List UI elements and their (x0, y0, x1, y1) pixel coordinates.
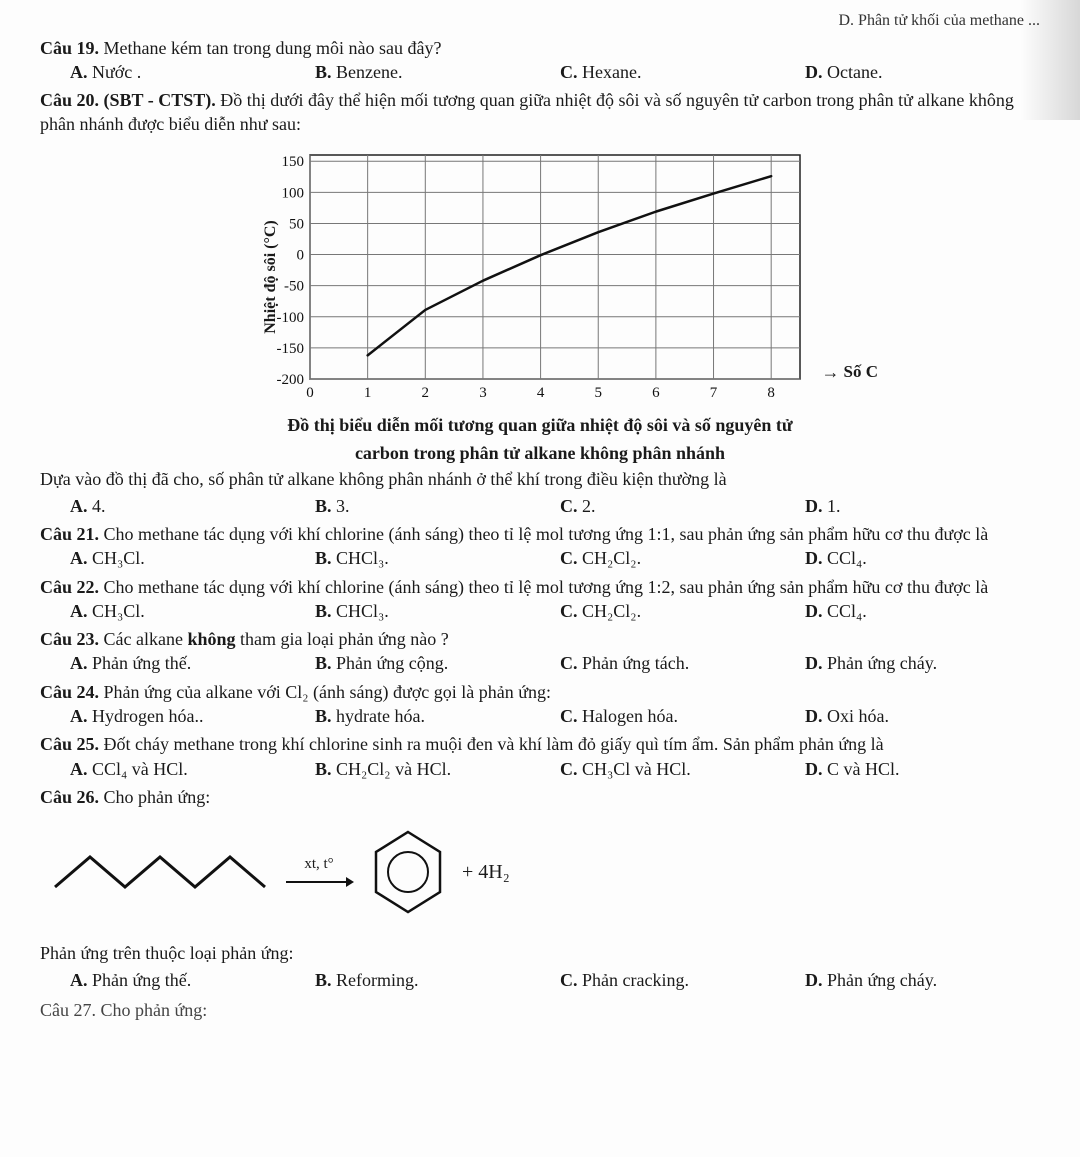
q20: Câu 20. (SBT - CTST). Đồ thị dưới đây th… (40, 88, 1040, 518)
svg-text:-150: -150 (277, 341, 305, 357)
page-shadow (1020, 0, 1080, 120)
q21-opt-a: A. CH₃Cl. (70, 546, 305, 570)
q22-options: A. CH₃Cl. B. CHCl₃. C. CH₂Cl₂. D. CCl₄. (70, 599, 1040, 623)
reaction-scheme: xt, t° + 4H₂ (50, 827, 1040, 917)
q20-follow: Dựa vào đồ thị đã cho, số phân tử alkane… (40, 467, 1040, 491)
q19-opt-a: A. Nước . (70, 60, 305, 84)
q20-opt-d: D. 1. (805, 494, 1040, 518)
q23-opt-d: D. Phản ứng cháy. (805, 651, 1040, 675)
q25-number: Câu 25. (40, 734, 99, 754)
svg-text:0: 0 (306, 385, 314, 401)
svg-text:8: 8 (767, 385, 775, 401)
q19-stem: Methane kém tan trong dung môi nào sau đ… (104, 38, 442, 58)
q24-opt-b: B. hydrate hóa. (315, 704, 550, 728)
q21-options: A. CH₃Cl. B. CHCl₃. C. CH₂Cl₂. D. CCl₄. (70, 546, 1040, 570)
q24-number: Câu 24. (40, 682, 99, 702)
chart-y-title: Nhiệt độ sôi (°C) (260, 220, 282, 334)
q26-opt-a: A. Phản ứng thế. (70, 968, 305, 992)
q21: Câu 21. Cho methane tác dụng với khí chl… (40, 522, 1040, 571)
q21-opt-b: B. CHCl₃. (315, 546, 550, 570)
boiling-point-chart: Nhiệt độ sôi (°C) -200-150-100-500501001… (260, 147, 820, 407)
q20-opt-c: C. 2. (560, 494, 795, 518)
q23: Câu 23. Các alkane không tham gia loại p… (40, 627, 1040, 676)
reaction-arrow: xt, t° (284, 854, 354, 890)
q24-opt-a: A. Hydrogen hóa.. (70, 704, 305, 728)
q19-opt-d: D. Octane. (805, 60, 1040, 84)
svg-text:50: 50 (289, 216, 304, 232)
q21-opt-d: D. CCl₄. (805, 546, 1040, 570)
q24-opt-d: D. Oxi hóa. (805, 704, 1040, 728)
exam-page: { "header_right": "D. Phân tử khối của m… (0, 0, 1080, 1157)
q26: Câu 26. Cho phản ứng: xt, t° + 4H₂ Phản … (40, 785, 1040, 992)
q22-opt-a: A. CH₃Cl. (70, 599, 305, 623)
svg-text:0: 0 (297, 247, 305, 263)
q26-number: Câu 26. (40, 787, 99, 807)
q20-opt-a: A. 4. (70, 494, 305, 518)
svg-text:1: 1 (364, 385, 372, 401)
q25-options: A. CCl₄ và HCl. B. CH₂Cl₂ và HCl. C. CH₃… (70, 757, 1040, 781)
chart-svg: -200-150-100-50050100150012345678 (260, 147, 820, 407)
chart-caption-line2: carbon trong phân tử alkane không phân n… (40, 441, 1040, 465)
q23-opt-b: B. Phản ứng cộng. (315, 651, 550, 675)
reaction-condition: xt, t° (304, 854, 333, 874)
q21-stem: Cho methane tác dụng với khí chlorine (á… (104, 524, 989, 544)
q25-stem: Đốt cháy methane trong khí chlorine sinh… (104, 734, 884, 754)
q22-opt-c: C. CH₂Cl₂. (560, 599, 795, 623)
benzene-ring-icon (368, 827, 448, 917)
q24: Câu 24. Phản ứng của alkane với Cl₂ (ánh… (40, 680, 1040, 729)
q26-opt-d: D. Phản ứng cháy. (805, 968, 1040, 992)
q19-opt-b: B. Benzene. (315, 60, 550, 84)
q26-stem: Cho phản ứng: (104, 787, 211, 807)
svg-text:5: 5 (594, 385, 602, 401)
q25-opt-c: C. CH₃Cl và HCl. (560, 757, 795, 781)
q20-options: A. 4. B. 3. C. 2. D. 1. (70, 494, 1040, 518)
svg-text:3: 3 (479, 385, 487, 401)
svg-text:-50: -50 (284, 278, 304, 294)
chart-caption-line1: Đồ thị biểu diễn mối tương quan giữa nhi… (40, 413, 1040, 437)
q19: Câu 19. Methane kém tan trong dung môi n… (40, 36, 1040, 85)
svg-text:100: 100 (282, 185, 305, 201)
q23-stem: Các alkane không tham gia loại phản ứng … (104, 629, 449, 649)
q24-options: A. Hydrogen hóa.. B. hydrate hóa. C. Hal… (70, 704, 1040, 728)
chart-x-title-text: Số C (844, 361, 878, 384)
footer-fragment: Câu 27. Cho phản ứng: (40, 998, 1040, 1022)
q24-stem: Phản ứng của alkane với Cl₂ (ánh sáng) đ… (104, 682, 551, 702)
svg-text:4: 4 (537, 385, 545, 401)
svg-text:150: 150 (282, 154, 305, 170)
q25: Câu 25. Đốt cháy methane trong khí chlor… (40, 732, 1040, 781)
q24-opt-c: C. Halogen hóa. (560, 704, 795, 728)
q19-number: Câu 19. (40, 38, 99, 58)
q21-opt-c: C. CH₂Cl₂. (560, 546, 795, 570)
q25-opt-b: B. CH₂Cl₂ và HCl. (315, 757, 550, 781)
svg-text:6: 6 (652, 385, 660, 401)
q22-opt-b: B. CHCl₃. (315, 599, 550, 623)
q20-number: Câu 20. (SBT - CTST). (40, 90, 216, 110)
chart-x-title: → Số C (822, 360, 878, 384)
arrow-right-icon: → (822, 360, 840, 384)
hexane-zigzag-icon (50, 847, 270, 897)
q26-opt-c: C. Phản cracking. (560, 968, 795, 992)
q19-options: A. Nước . B. Benzene. C. Hexane. D. Octa… (70, 60, 1040, 84)
q22: Câu 22. Cho methane tác dụng với khí chl… (40, 575, 1040, 624)
svg-text:2: 2 (422, 385, 430, 401)
q23-options: A. Phản ứng thế. B. Phản ứng cộng. C. Ph… (70, 651, 1040, 675)
q23-opt-a: A. Phản ứng thế. (70, 651, 305, 675)
q22-number: Câu 22. (40, 577, 99, 597)
q25-opt-a: A. CCl₄ và HCl. (70, 757, 305, 781)
reaction-product-tail: + 4H₂ (462, 859, 510, 886)
q19-opt-c: C. Hexane. (560, 60, 795, 84)
q21-number: Câu 21. (40, 524, 99, 544)
q25-opt-d: D. C và HCl. (805, 757, 1040, 781)
q26-follow: Phản ứng trên thuộc loại phản ứng: (40, 941, 1040, 965)
svg-text:-200: -200 (277, 372, 305, 388)
q20-opt-b: B. 3. (315, 494, 550, 518)
q23-number: Câu 23. (40, 629, 99, 649)
q22-stem: Cho methane tác dụng với khí chlorine (á… (104, 577, 989, 597)
q23-opt-c: C. Phản ứng tách. (560, 651, 795, 675)
q26-opt-b: B. Reforming. (315, 968, 550, 992)
svg-text:7: 7 (710, 385, 718, 401)
q26-options: A. Phản ứng thế. B. Reforming. C. Phản c… (70, 968, 1040, 992)
header-fragment: D. Phân tử khối của methane ... (40, 10, 1040, 32)
q22-opt-d: D. CCl₄. (805, 599, 1040, 623)
